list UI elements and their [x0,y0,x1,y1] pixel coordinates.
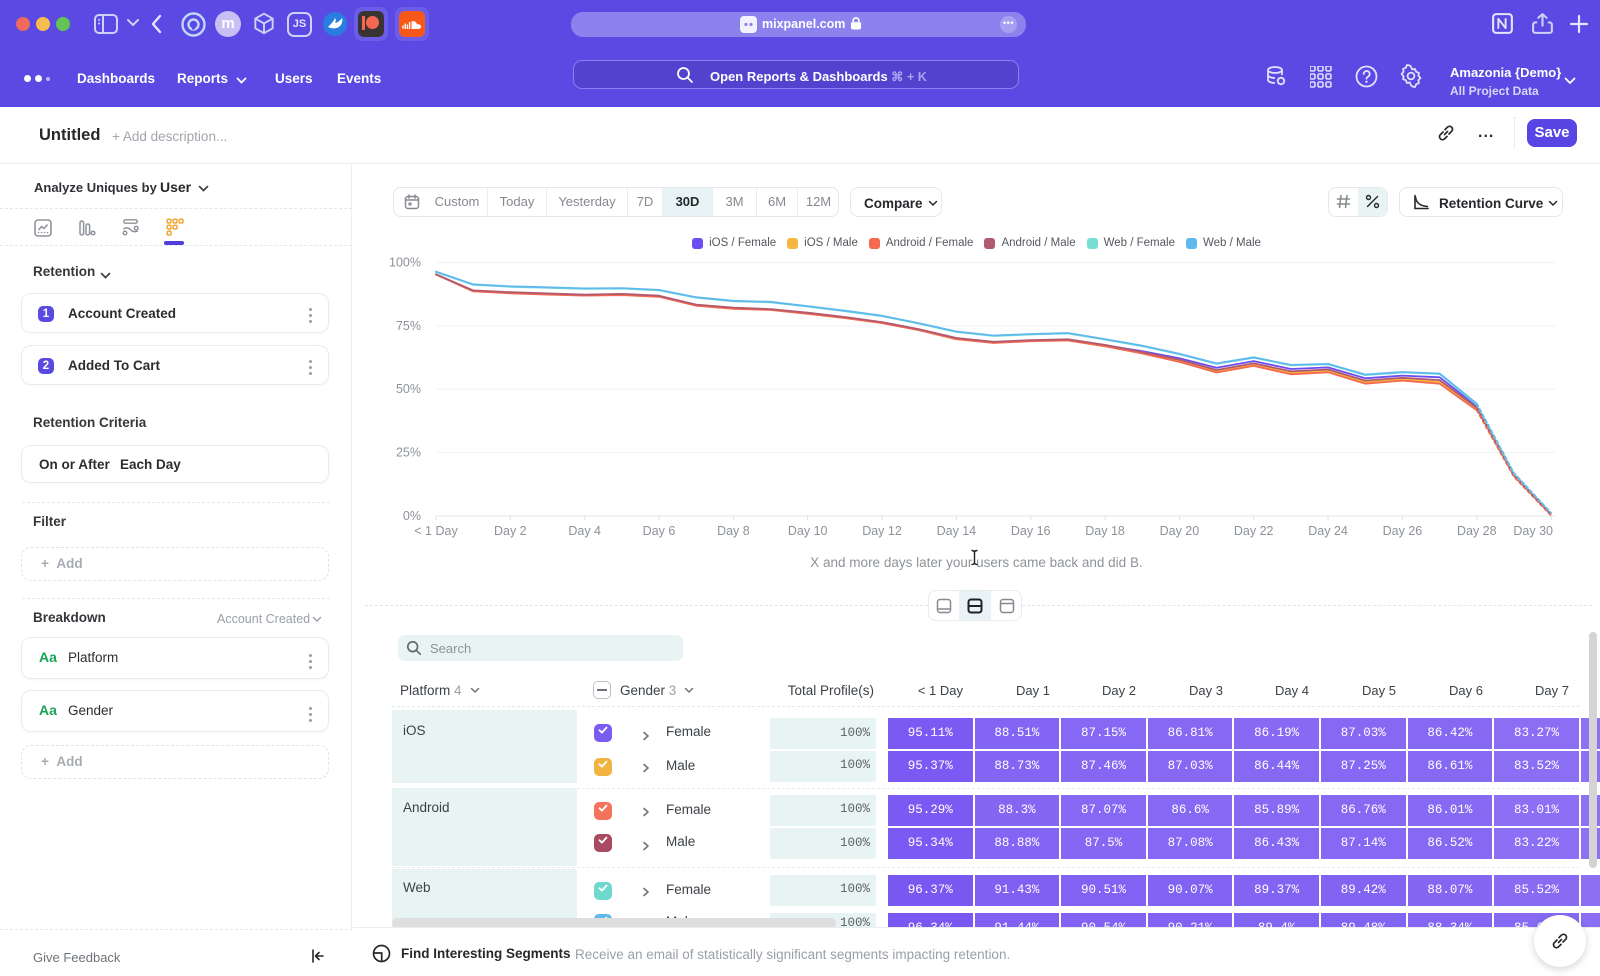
svg-text:Day 26: Day 26 [1383,524,1423,538]
svg-text:Day 18: Day 18 [1085,524,1125,538]
svg-text:Day 8: Day 8 [717,524,750,538]
svg-text:Day 22: Day 22 [1234,524,1274,538]
svg-text:100%: 100% [389,256,421,270]
svg-text:< 1 Day: < 1 Day [414,524,458,538]
svg-text:Day 30: Day 30 [1513,524,1553,538]
svg-text:Day 2: Day 2 [494,524,527,538]
svg-text:Day 16: Day 16 [1011,524,1051,538]
svg-text:Day 10: Day 10 [788,524,828,538]
svg-text:50%: 50% [396,382,421,396]
svg-text:Day 20: Day 20 [1160,524,1200,538]
svg-text:Day 24: Day 24 [1308,524,1348,538]
svg-text:Day 6: Day 6 [643,524,676,538]
svg-text:25%: 25% [396,446,421,460]
svg-text:Day 14: Day 14 [937,524,977,538]
svg-text:Day 4: Day 4 [568,524,601,538]
svg-text:Day 12: Day 12 [862,524,902,538]
svg-text:0%: 0% [403,509,421,523]
svg-text:Day 28: Day 28 [1457,524,1497,538]
svg-text:75%: 75% [396,319,421,333]
